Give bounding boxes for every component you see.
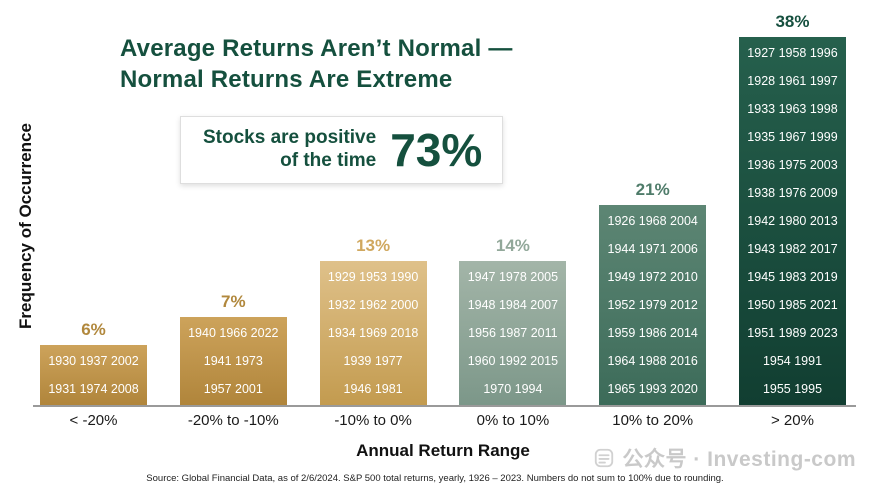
bar-lt-neg20: 1930 1937 2002 1931 1974 2008 xyxy=(40,345,147,405)
year-row: 1946 1981 xyxy=(343,382,403,396)
year-row: 1933 1963 1998 xyxy=(747,102,838,116)
tick-label: -20% to -10% xyxy=(187,412,279,429)
year-row: 1947 1978 2005 xyxy=(467,270,559,284)
watermark-text: 公众号 · Investing-com xyxy=(622,448,856,471)
year-row: 1943 1982 2017 xyxy=(747,242,838,256)
callout-percentage: 73% xyxy=(390,124,483,176)
year-row: 1955 1995 xyxy=(762,382,823,396)
year-row: 1926 1968 2004 xyxy=(607,214,698,228)
year-row: 1929 1953 1990 xyxy=(327,270,419,284)
bars-container: 6% 1930 1937 2002 1931 1974 2008 7% 1940… xyxy=(40,12,846,405)
watermark: 公众号 · Investing-com xyxy=(593,443,856,473)
year-row: 1965 1993 2020 xyxy=(607,382,698,396)
watermark-icon xyxy=(595,448,614,468)
bar-group-lt-neg20: 6% 1930 1937 2002 1931 1974 2008 xyxy=(40,320,147,405)
bar-value-label: 38% xyxy=(775,12,810,31)
bar-group-10-20: 21% 1926 1968 2004 1944 1971 2006 1949 1… xyxy=(599,180,707,405)
bar-group-0-10: 14% 1947 1978 2005 1948 1984 2007 1956 1… xyxy=(459,236,567,405)
year-row: 1941 1973 xyxy=(203,354,263,368)
bar-group-neg10-0: 13% 1929 1953 1990 1932 1962 2000 1934 1… xyxy=(319,236,427,405)
bar-neg20-neg10: 1940 1966 2022 1941 1973 1957 2001 xyxy=(179,317,287,405)
year-row: 1950 1985 2021 xyxy=(747,298,838,312)
chart-title-line2: Normal Returns Are Extreme xyxy=(120,65,453,93)
tick-label: > 20% xyxy=(771,412,814,429)
year-row: 1951 1989 2023 xyxy=(747,326,838,340)
year-row: 1939 1977 xyxy=(343,354,403,368)
bar-group-neg20-neg10: 7% 1940 1966 2022 1941 1973 1957 2001 xyxy=(179,292,287,405)
bar-0-10: 1947 1978 2005 1948 1984 2007 1956 1987 … xyxy=(459,261,567,405)
year-row: 1952 1979 2012 xyxy=(607,298,698,312)
bar-group-gt-20: 38% 1927 1958 1996 1928 1961 1997 1933 1… xyxy=(738,12,846,405)
bar-10-20: 1926 1968 2004 1944 1971 2006 1949 1972 … xyxy=(599,205,707,405)
bar-value-label: 13% xyxy=(356,236,391,255)
callout-box: Stocks are positive of the time 73% xyxy=(180,116,504,184)
year-row: 1945 1983 2019 xyxy=(747,270,838,284)
x-axis-ticks: < -20% -20% to -10% -10% to 0% 0% to 10%… xyxy=(40,412,846,429)
year-row: 1927 1958 1996 xyxy=(747,46,838,60)
source-note: Source: Global Financial Data, as of 2/6… xyxy=(146,473,724,484)
chart-title-line1: Average Returns Aren’t Normal — xyxy=(120,35,513,62)
year-row: 1942 1980 2013 xyxy=(747,214,838,228)
year-row: 1960 1992 2015 xyxy=(467,354,559,368)
year-row: 1931 1974 2008 xyxy=(48,382,139,396)
tick-label: -10% to 0% xyxy=(334,412,412,429)
callout-text-line2: of the time xyxy=(280,150,377,171)
year-row: 1954 1991 xyxy=(762,354,823,368)
year-row: 1930 1937 2002 xyxy=(48,354,139,368)
year-row: 1948 1984 2007 xyxy=(467,298,559,312)
bar-value-label: 14% xyxy=(495,236,530,255)
bar-value-label: 6% xyxy=(81,320,106,339)
tick-label: < -20% xyxy=(69,412,118,429)
x-axis-label: Annual Return Range xyxy=(356,441,530,460)
chart-title: Average Returns Aren’t Normal — Normal R… xyxy=(120,34,513,95)
bar-value-label: 21% xyxy=(635,180,670,199)
year-row: 1935 1967 1999 xyxy=(747,130,838,144)
year-row: 1940 1966 2022 xyxy=(188,326,279,340)
callout-text: Stocks are positive of the time xyxy=(203,127,376,173)
year-row: 1957 2001 xyxy=(203,382,263,396)
y-axis-label: Frequency of Occurrence xyxy=(16,123,35,329)
year-row: 1949 1972 2010 xyxy=(607,270,698,284)
year-row: 1959 1986 2014 xyxy=(607,326,698,340)
year-row: 1964 1988 2016 xyxy=(607,354,698,368)
tick-label: 10% to 20% xyxy=(612,412,694,429)
year-row: 1928 1961 1997 xyxy=(747,74,838,88)
year-row: 1944 1971 2006 xyxy=(607,242,698,256)
callout-text-line1: Stocks are positive xyxy=(203,127,377,149)
bar-neg10-0: 1929 1953 1990 1932 1962 2000 1934 1969 … xyxy=(319,261,427,405)
bar-gt-20: 1927 1958 1996 1928 1961 1997 1933 1963 … xyxy=(738,37,846,405)
year-row: 1934 1969 2018 xyxy=(327,326,419,340)
year-row: 1970 1994 xyxy=(483,382,543,396)
bar-value-label: 7% xyxy=(221,292,246,311)
year-row: 1938 1976 2009 xyxy=(747,186,838,200)
year-row: 1956 1987 2011 xyxy=(468,326,558,340)
year-row: 1932 1962 2000 xyxy=(327,298,419,312)
x-axis-line xyxy=(33,405,856,407)
tick-label: 0% to 10% xyxy=(476,412,550,429)
year-row: 1936 1975 2003 xyxy=(747,158,838,172)
